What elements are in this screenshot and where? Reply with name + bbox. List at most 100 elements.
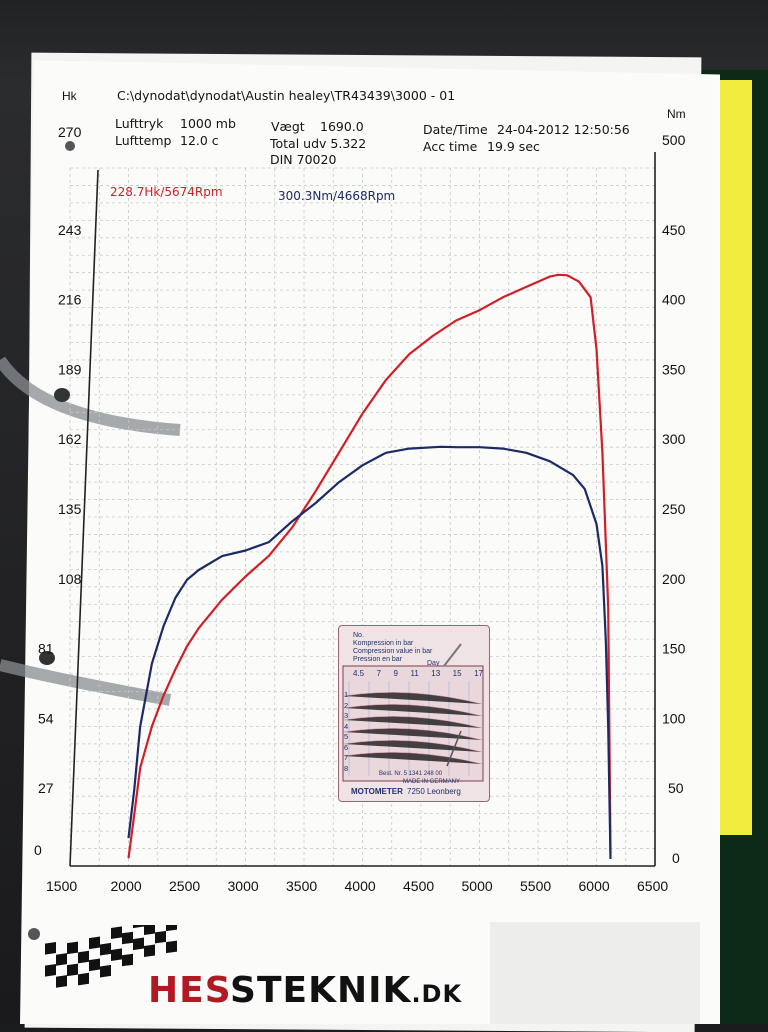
x-tick-label: 4500 [403,878,434,894]
x-tick-label: 3000 [228,878,259,894]
flag-square [78,972,89,986]
punch-hole [65,141,75,151]
flag-square [67,941,78,955]
lufttemp-label: Lufttemp [115,133,172,148]
series [127,273,612,860]
lufttryk-label: Lufttryk [115,116,164,131]
gauge-card-line: Compression value in bar [353,648,433,655]
scale-label: 4.5 [353,669,365,678]
flag-square [67,963,78,977]
x-tick-label: 2000 [111,878,142,894]
lufttryk-value: 1000 mb [180,116,236,131]
power-peak-label: 228.7Hk/5674Rpm [110,185,223,199]
gauge-day: Day [427,660,440,667]
y-left-tick-label: 81 [38,641,54,657]
datetime-label: Date/Time [423,122,488,137]
lufttemp-value: 12.0 c [180,133,219,148]
flag-square [56,953,67,966]
flag-square [111,948,122,961]
logo-red-part: HES [148,970,231,1011]
y-left-tick-label: 54 [38,710,54,726]
gauge-made-in: MADE IN GERMANY [403,779,461,785]
punch-hole [28,928,40,940]
x-tick-label: 1500 [46,878,77,894]
logo-domain: .DK [411,980,463,1008]
din-standard: DIN 70020 [270,152,336,167]
gauge-scale: 4.5 7 9 11 13 15 17 [353,670,483,678]
row-label: 8 [344,763,349,773]
x-tick-label: 5500 [520,878,551,894]
y-right-tick-label: 350 [662,361,686,377]
flag-square [166,925,177,932]
flag-square [78,950,89,964]
power-curve [127,273,612,859]
x-tick-label: 2500 [169,878,200,894]
y-left-tick-label: 135 [58,501,82,517]
compression-gauge-card: No. Kompression in bar Compression value… [338,625,490,802]
y-left-tick-label: 243 [58,222,82,238]
y-right-ticks: 0 50 100 150 200 250 300 350 400 450 500 [662,132,686,866]
flag-square [89,936,100,950]
scale-label: 17 [474,669,483,678]
x-tick-label: 3500 [286,878,317,894]
flag-square [45,942,56,955]
gauge-brand: MOTOMETER [351,787,403,796]
y-right-tick-label: 500 [662,132,686,148]
punch-hole [39,651,55,665]
row-label: 2 [344,700,349,710]
datetime-value: 24-04-2012 12:50:56 [497,122,630,137]
vaegt-label: Vægt [271,119,305,134]
row-label: 7 [344,753,349,762]
x-ticks: 1500 2000 2500 3000 3500 4000 4500 5000 5500 6000… [46,878,668,894]
gauge-card-art [342,643,484,782]
flag-square [122,931,133,945]
binder-rings [0,141,181,940]
scale-label: 11 [410,669,419,678]
scale-label: 7 [376,669,382,678]
photo-corner [490,922,700,1024]
axes [69,152,656,867]
gauge-city: 7250 Leonberg [407,787,461,796]
acc-label: Acc time [423,139,478,154]
punch-hole [54,388,70,402]
checkered-flag-logo [45,925,177,988]
logo-black-part: STEKNIK [230,970,412,1011]
scale-label: 9 [393,669,398,678]
y-right-tick-label: 100 [662,710,686,726]
y-right-tick-label: 0 [672,850,680,866]
flag-square [133,937,144,951]
x-tick-label: 6500 [637,878,668,894]
flag-square [56,975,67,988]
gauge-rows: 1 2 3 4 5 6 7 8 [344,690,348,774]
scale-label: 15 [452,669,462,678]
y-left-tick-label: 0 [34,842,42,858]
x-tick-label: 5000 [462,878,493,894]
torque-curve [127,445,612,860]
row-label: 1 [344,690,349,699]
y-left-ticks: 0 27 54 81 108 135 162 189 216 243 270 [34,124,82,858]
y-left-tick-label: 27 [38,780,54,796]
flag-square [45,964,56,977]
flag-square [133,925,144,929]
y-right-tick-label: 50 [668,780,684,796]
flag-square [100,942,111,956]
file-path: C:\dynodat\dynodat\Austin healey\TR43439… [117,88,455,103]
checkered-flag [45,925,177,988]
gauge-card-line: Kompression in bar [353,640,414,647]
y-right-tick-label: 250 [662,501,686,517]
y-left-tick-label: 108 [58,571,82,587]
scale-label: 13 [431,669,441,678]
nm-axis-label: Nm [667,107,686,121]
y-left-tick-label: 270 [58,124,82,140]
row-label: 6 [344,742,349,752]
hk-axis-label: Hk [62,89,78,103]
row-label: 3 [344,711,349,720]
flag-square [144,925,155,936]
grid [69,167,656,867]
y-left-axis [69,169,99,867]
logo-wordmark: HESSTEKNIK.DK [148,970,462,1011]
y-right-tick-label: 450 [662,222,686,238]
flag-square [111,926,122,939]
acc-value: 19.9 sec [487,139,540,154]
